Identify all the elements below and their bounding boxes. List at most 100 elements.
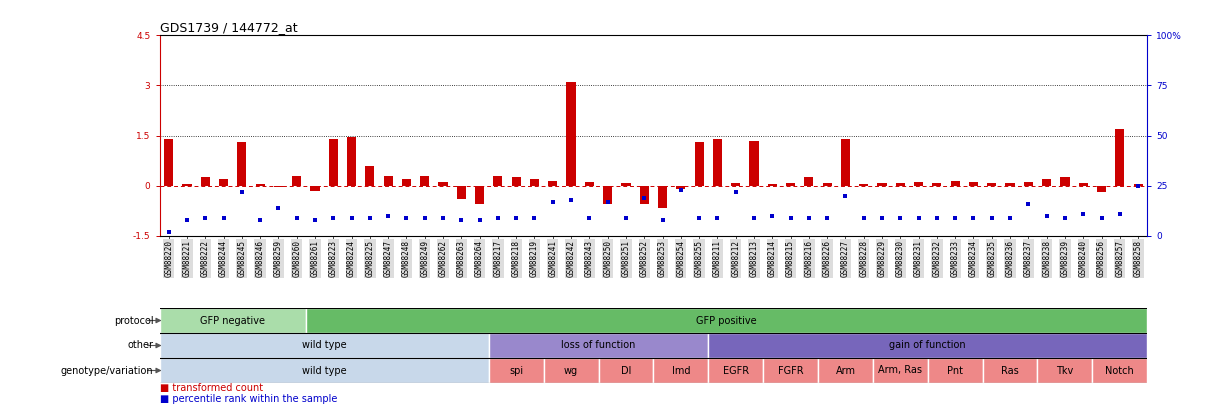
Point <box>780 215 800 221</box>
Bar <box>951 181 960 186</box>
Bar <box>763 358 818 383</box>
Point <box>653 217 672 223</box>
Bar <box>914 182 923 186</box>
Text: Imd: Imd <box>671 365 690 375</box>
Text: Dl: Dl <box>621 365 631 375</box>
Bar <box>384 176 393 186</box>
Bar <box>488 333 708 358</box>
Bar <box>306 308 1147 333</box>
Bar <box>988 183 996 186</box>
Text: GDS1739 / 144772_at: GDS1739 / 144772_at <box>160 21 297 34</box>
Point <box>378 213 398 219</box>
Bar <box>183 184 191 186</box>
Point <box>799 215 818 221</box>
Text: wild type: wild type <box>302 341 346 350</box>
Bar <box>1092 358 1147 383</box>
Text: GFP negative: GFP negative <box>200 315 265 326</box>
Text: protocol: protocol <box>114 315 153 326</box>
Text: Arm: Arm <box>836 365 855 375</box>
Point <box>561 196 580 203</box>
Point <box>250 217 270 223</box>
Point <box>616 215 636 221</box>
Bar <box>164 139 173 186</box>
Bar <box>1038 358 1092 383</box>
Bar <box>731 183 740 186</box>
Point <box>232 189 252 195</box>
Text: ■ transformed count: ■ transformed count <box>160 384 263 394</box>
Point <box>488 215 508 221</box>
Bar <box>310 186 319 191</box>
Point <box>1055 215 1075 221</box>
Point <box>213 215 233 221</box>
Bar <box>488 358 544 383</box>
Text: other: other <box>128 341 153 350</box>
Bar <box>658 186 667 207</box>
Point <box>544 198 563 205</box>
Bar <box>544 358 599 383</box>
Text: ■ percentile rank within the sample: ■ percentile rank within the sample <box>160 394 337 405</box>
Point <box>1129 183 1148 189</box>
Text: gain of function: gain of function <box>890 341 966 350</box>
Bar <box>347 137 356 186</box>
Bar <box>1023 182 1033 186</box>
Bar <box>255 184 265 186</box>
Point <box>726 189 746 195</box>
Point <box>452 217 471 223</box>
Point <box>324 215 344 221</box>
Bar <box>218 179 228 186</box>
Point <box>360 215 379 221</box>
Bar <box>1005 183 1015 186</box>
Bar <box>604 186 612 204</box>
Point <box>928 215 947 221</box>
Point <box>982 215 1001 221</box>
Bar <box>160 358 488 383</box>
Bar <box>585 182 594 186</box>
Point <box>1110 211 1130 217</box>
Bar <box>1134 184 1142 186</box>
Point <box>909 215 929 221</box>
Bar <box>818 358 872 383</box>
Point <box>744 215 763 221</box>
Bar <box>653 358 708 383</box>
Point <box>598 198 617 205</box>
Bar <box>708 333 1147 358</box>
Bar <box>708 358 763 383</box>
Point <box>708 215 728 221</box>
Point <box>195 215 215 221</box>
Bar <box>1042 179 1052 186</box>
Point <box>177 217 196 223</box>
Point <box>158 229 178 235</box>
Bar <box>694 142 703 186</box>
Bar <box>877 183 887 186</box>
Bar <box>201 177 210 186</box>
Bar <box>599 358 653 383</box>
Text: genotype/variation: genotype/variation <box>61 365 153 375</box>
Text: wg: wg <box>564 365 578 375</box>
Bar <box>1115 129 1124 186</box>
Bar <box>896 183 904 186</box>
Point <box>1092 215 1112 221</box>
Point <box>872 215 892 221</box>
Point <box>854 215 874 221</box>
Bar <box>768 184 777 186</box>
Bar <box>475 186 485 204</box>
Text: Arm, Ras: Arm, Ras <box>879 365 923 375</box>
Point <box>836 192 855 199</box>
Point <box>1018 200 1038 207</box>
Bar <box>1060 177 1070 186</box>
Text: spi: spi <box>509 365 523 375</box>
Text: Pnt: Pnt <box>947 365 963 375</box>
Bar <box>983 358 1038 383</box>
Text: GFP positive: GFP positive <box>696 315 757 326</box>
Bar <box>420 176 429 186</box>
Bar <box>1097 186 1106 192</box>
Point <box>306 217 325 223</box>
Bar <box>840 139 850 186</box>
Bar <box>1079 183 1088 186</box>
Text: FGFR: FGFR <box>778 365 804 375</box>
Bar <box>237 142 247 186</box>
Bar <box>530 179 539 186</box>
Point <box>817 215 837 221</box>
Point <box>1037 213 1056 219</box>
Bar <box>621 183 631 186</box>
